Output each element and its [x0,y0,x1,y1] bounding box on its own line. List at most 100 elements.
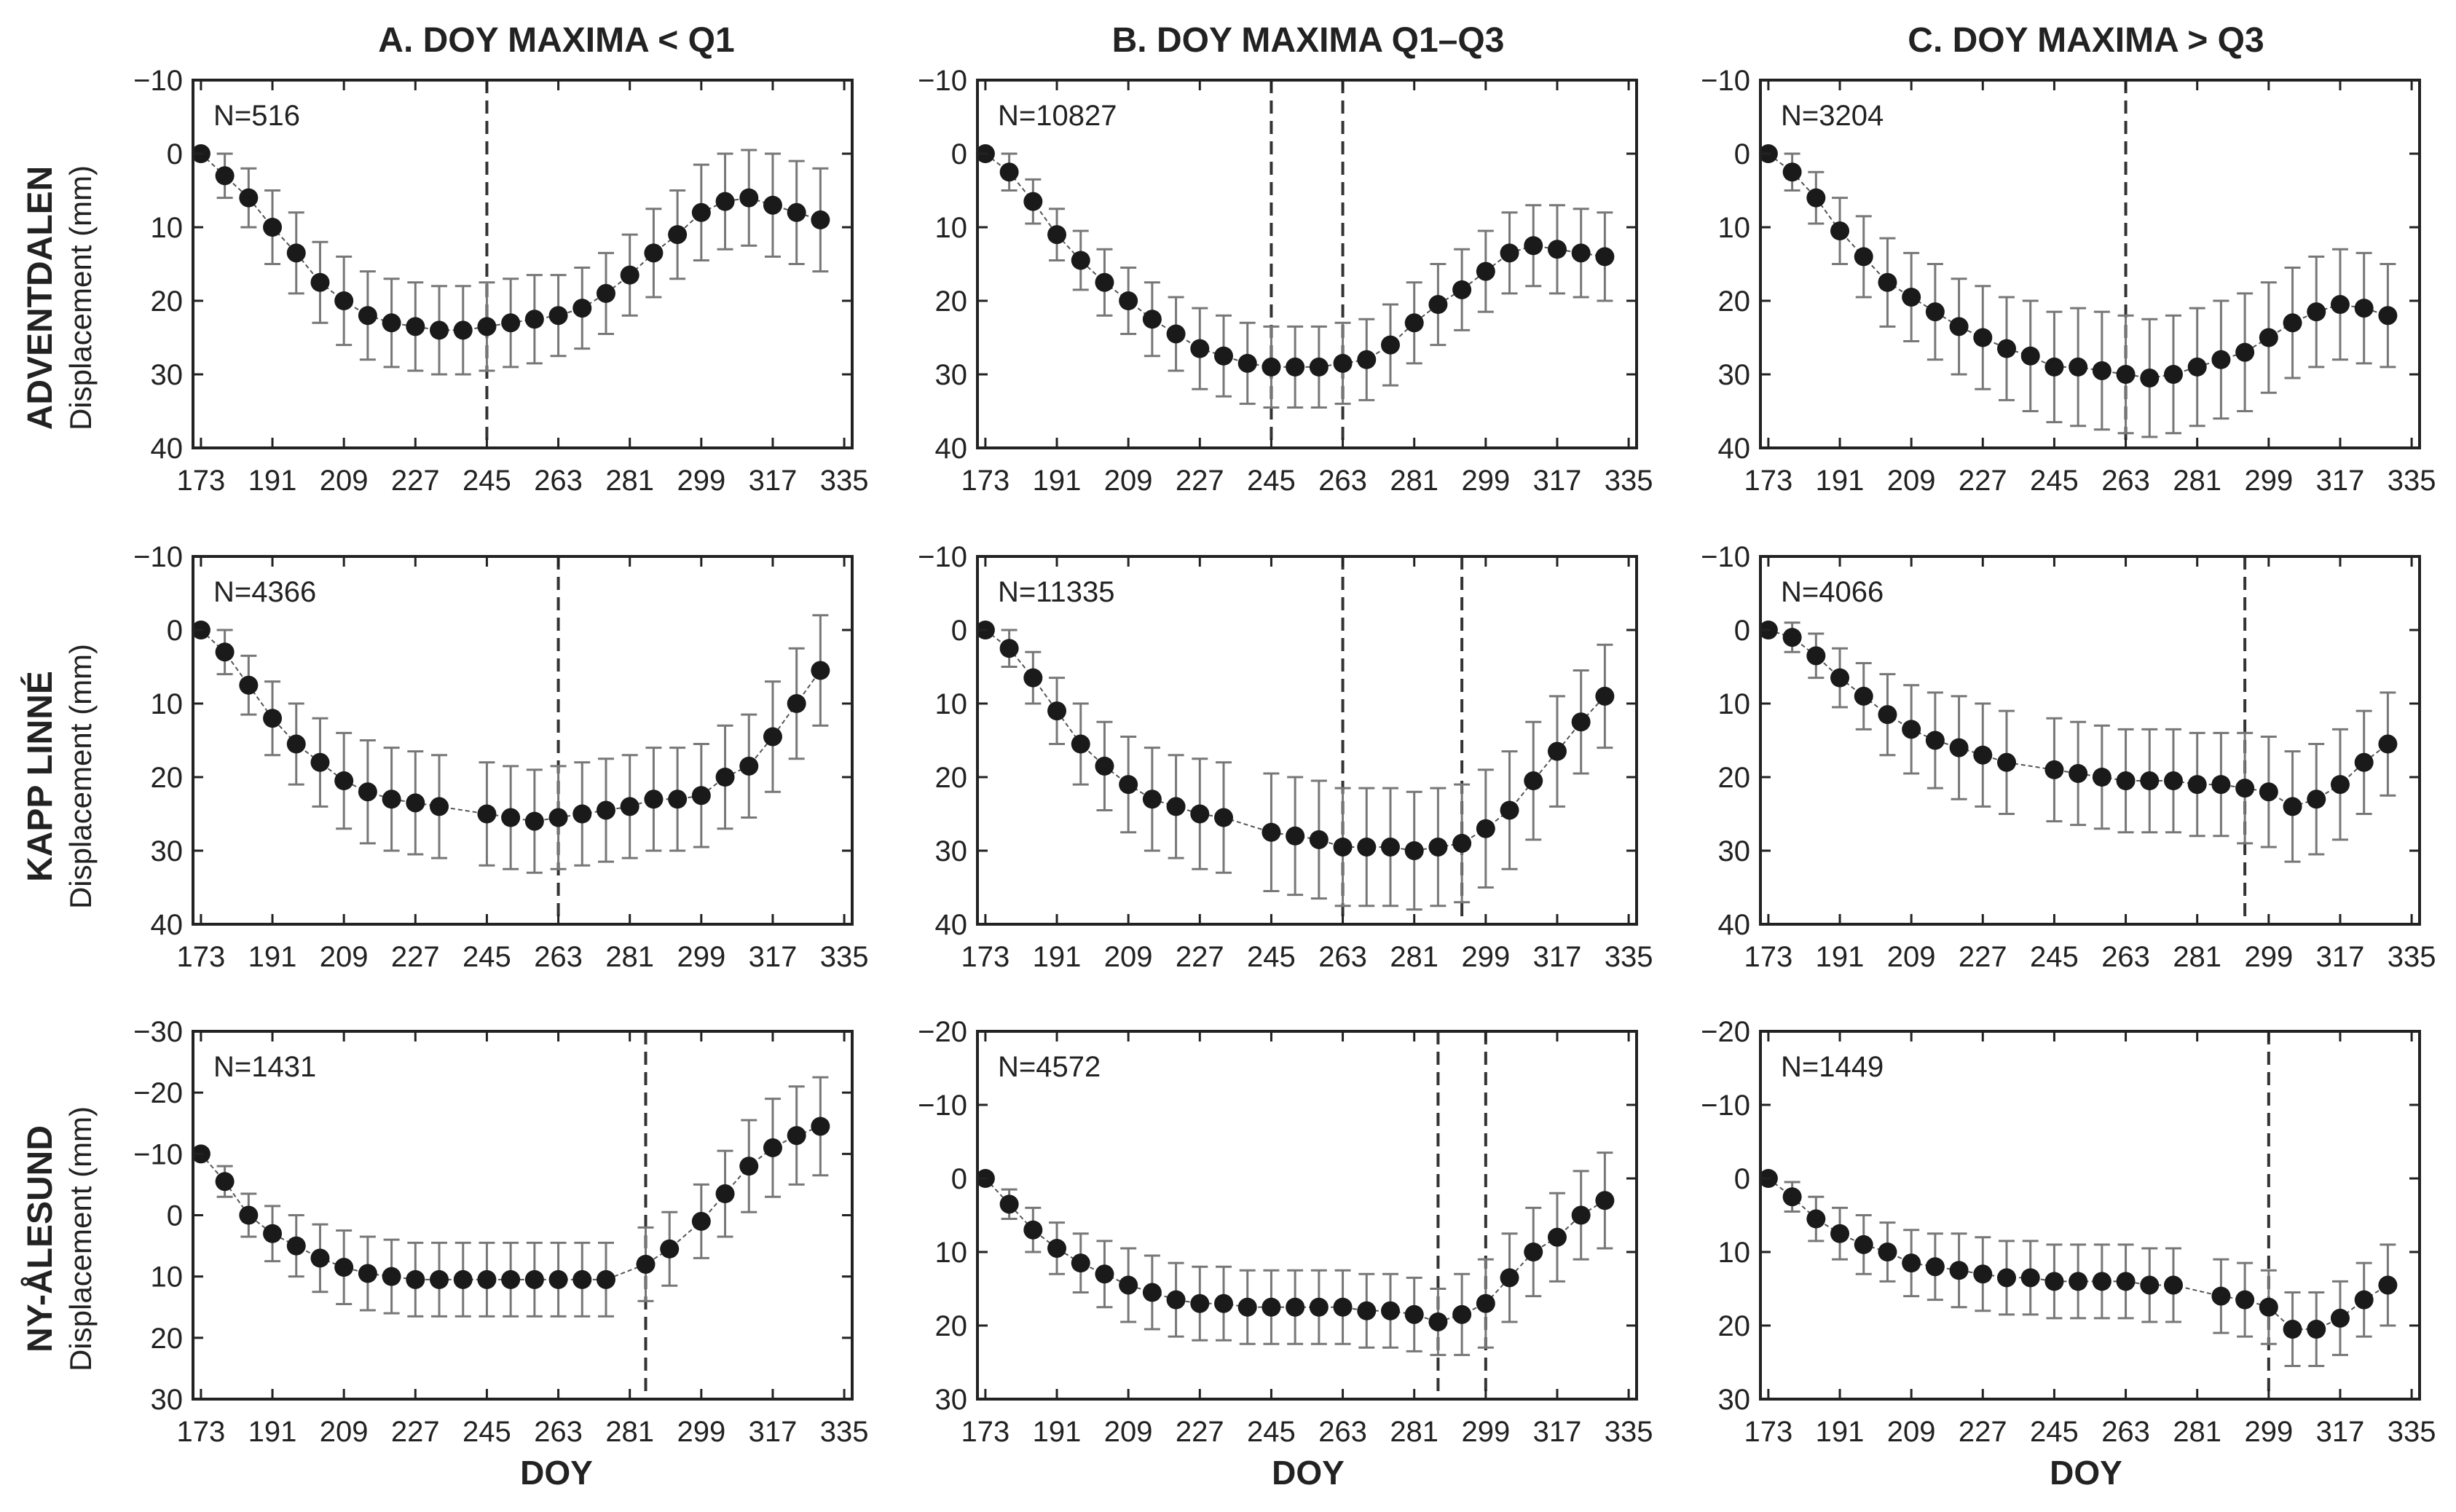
y-tick-label: 10 [935,688,968,720]
data-point [453,1269,473,1289]
data-point [1782,162,1802,182]
x-tick-label: 335 [820,1416,869,1448]
data-point [2187,775,2207,795]
axes-frame [1759,555,2421,926]
x-tick-label: 281 [605,1416,654,1448]
y-tick-label: −20 [918,1016,967,1048]
data-point [1524,236,1543,256]
x-tick-label: 209 [320,1416,369,1448]
data-point [1452,280,1472,299]
y-tick-label: 10 [151,1261,184,1294]
data-point [1023,1220,1043,1240]
data-point [1949,1261,1969,1280]
x-tick-label: 173 [1744,465,1793,497]
data-point [524,310,544,329]
y-tick-label: 20 [935,286,968,318]
data-point [2044,760,2064,779]
x-tick-label: 335 [820,465,869,497]
column-title-a: A. DOY MAXIMA < Q1 [378,21,735,60]
panel-1-1: 173 191 209 227 245 263 281 299 317 335 −10 0 10 20 30… [918,541,1653,973]
data-point [430,797,449,816]
data-point [596,283,615,303]
y-tick-label: 0 [951,615,967,647]
data-point [1142,310,1162,329]
x-tick-label: 299 [2244,1416,2293,1448]
data-point [572,299,592,318]
data-point [1262,1297,1281,1317]
data-point [406,1269,425,1289]
data-point [1262,357,1281,377]
sample-size-label: N=1431 [213,1051,316,1083]
y-tick-label: 30 [1718,359,1751,391]
x-tick-label: 263 [534,1416,583,1448]
data-point [2116,1272,2136,1291]
data-point [382,790,401,809]
data-point [501,1269,521,1289]
data-point [1973,1264,1993,1284]
axes-frame [976,79,1638,449]
axes-frame [192,555,854,926]
y-tick-label: 40 [935,433,968,465]
data-point [334,291,354,310]
data-point [715,1184,735,1204]
x-tick-label: 317 [2316,1416,2365,1448]
data-point [215,166,235,186]
data-point [477,804,497,824]
data-point [1309,1297,1329,1317]
panel-0-1: 173 191 209 227 245 263 281 299 317 335 −10 0 10 20 30… [918,65,1653,497]
data-point [1830,668,1850,688]
x-tick-label: 245 [1247,1416,1296,1448]
y-tick-label: 20 [151,286,184,318]
data-point [524,1269,544,1289]
y-tick-label: 10 [1718,1237,1751,1269]
x-tick-label: 173 [961,941,1010,973]
data-point [1166,1290,1186,1310]
data-point [739,756,759,776]
data-point [787,1126,806,1146]
data-point [334,1258,354,1277]
data-point [501,808,521,827]
data-point [1023,668,1043,688]
data-point [1902,720,1921,739]
x-tick-label: 281 [2173,465,2221,497]
data-point [811,661,830,680]
data-point [811,1117,830,1136]
data-point [1571,1205,1591,1225]
x-tick-label: 209 [1104,1416,1153,1448]
data-point [263,1224,283,1243]
data-point [1547,741,1567,761]
x-tick-label: 317 [2316,941,2365,973]
x-tick-label: 173 [961,465,1010,497]
x-tick-label: 227 [391,1416,440,1448]
x-tick-label: 335 [1605,941,1653,973]
panel-0-0: 173 191 209 227 245 263 281 299 317 335 −10 0 10 20 30… [133,65,868,497]
data-point [1949,738,1969,757]
x-tick-label: 317 [1533,465,1582,497]
data-point [715,768,735,787]
data-point [1997,339,2017,358]
x-tick-label: 281 [605,941,654,973]
data-point [2235,342,2255,362]
data-point [999,162,1019,182]
data-point [1428,837,1448,857]
data-point [2354,752,2374,772]
x-tick-label: 317 [1533,941,1582,973]
data-point [1095,272,1114,292]
data-point [2259,328,2278,347]
data-point [1452,833,1472,853]
data-point [1878,1243,1897,1261]
data-point [763,727,782,747]
data-point [572,804,592,824]
data-point [1830,221,1850,241]
data-point [1357,837,1377,857]
data-point [1571,712,1591,732]
panel-0-2: 173 191 209 227 245 263 281 299 317 335 −10 0 10 20 30… [1701,65,2436,497]
data-point [1806,1209,1826,1229]
data-point [263,218,283,237]
data-point [1830,1224,1850,1243]
x-tick-label: 245 [1247,941,1296,973]
x-tick-label: 227 [1959,941,2007,973]
y-tick-label: 20 [1718,1310,1751,1342]
data-point [2354,1290,2374,1310]
data-point [2307,302,2326,322]
